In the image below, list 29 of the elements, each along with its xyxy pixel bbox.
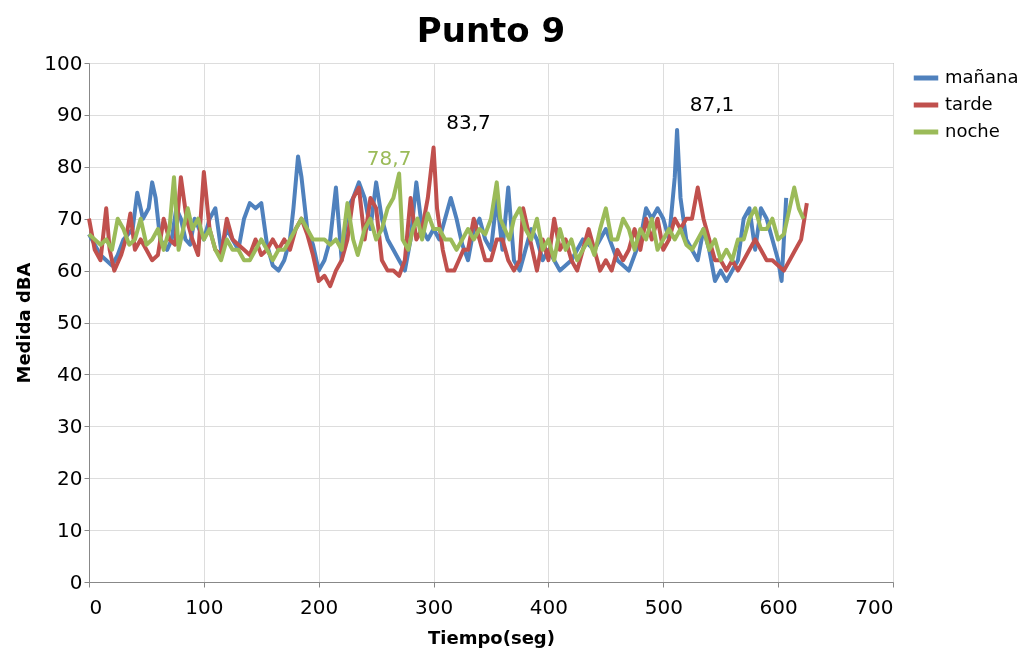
legend-label: noche bbox=[945, 120, 1000, 141]
x-tick-label: 200 bbox=[300, 594, 339, 619]
x-tick-label: 600 bbox=[759, 594, 798, 619]
x-tick-label: 0 bbox=[89, 594, 103, 619]
line-series bbox=[87, 171, 806, 263]
y-tick-label: 10 bbox=[57, 517, 83, 542]
y-tick-label: 40 bbox=[57, 361, 83, 386]
x-tick-label: 300 bbox=[414, 594, 454, 619]
y-tick-label: 80 bbox=[57, 154, 83, 179]
legend-label: tarde bbox=[945, 93, 993, 114]
x-axis-title: Tiempo(seg) bbox=[428, 626, 555, 648]
x-tick-label: 500 bbox=[644, 594, 683, 619]
x-tick-label: 700 bbox=[855, 594, 894, 619]
legend-label: mañana bbox=[945, 66, 1019, 87]
annotation: 83,7 bbox=[446, 109, 491, 134]
y-tick-label: 30 bbox=[57, 413, 83, 438]
y-tick-label: 100 bbox=[44, 50, 83, 75]
annotation: 87,1 bbox=[689, 91, 735, 116]
y-tick-label: 60 bbox=[57, 258, 83, 283]
x-tick-label: 400 bbox=[529, 594, 569, 619]
chart-title: Punto 9 bbox=[416, 10, 566, 50]
y-tick-label: 50 bbox=[57, 310, 83, 334]
y-tick-label: 20 bbox=[57, 465, 83, 490]
x-tick-label: 100 bbox=[185, 594, 224, 619]
annotation: 78,7 bbox=[366, 145, 412, 170]
y-axis-title: Medida dBA bbox=[13, 262, 35, 384]
y-tick-label: 0 bbox=[69, 569, 83, 594]
y-tick-label: 90 bbox=[57, 102, 83, 127]
y-tick-label: 70 bbox=[57, 206, 83, 231]
